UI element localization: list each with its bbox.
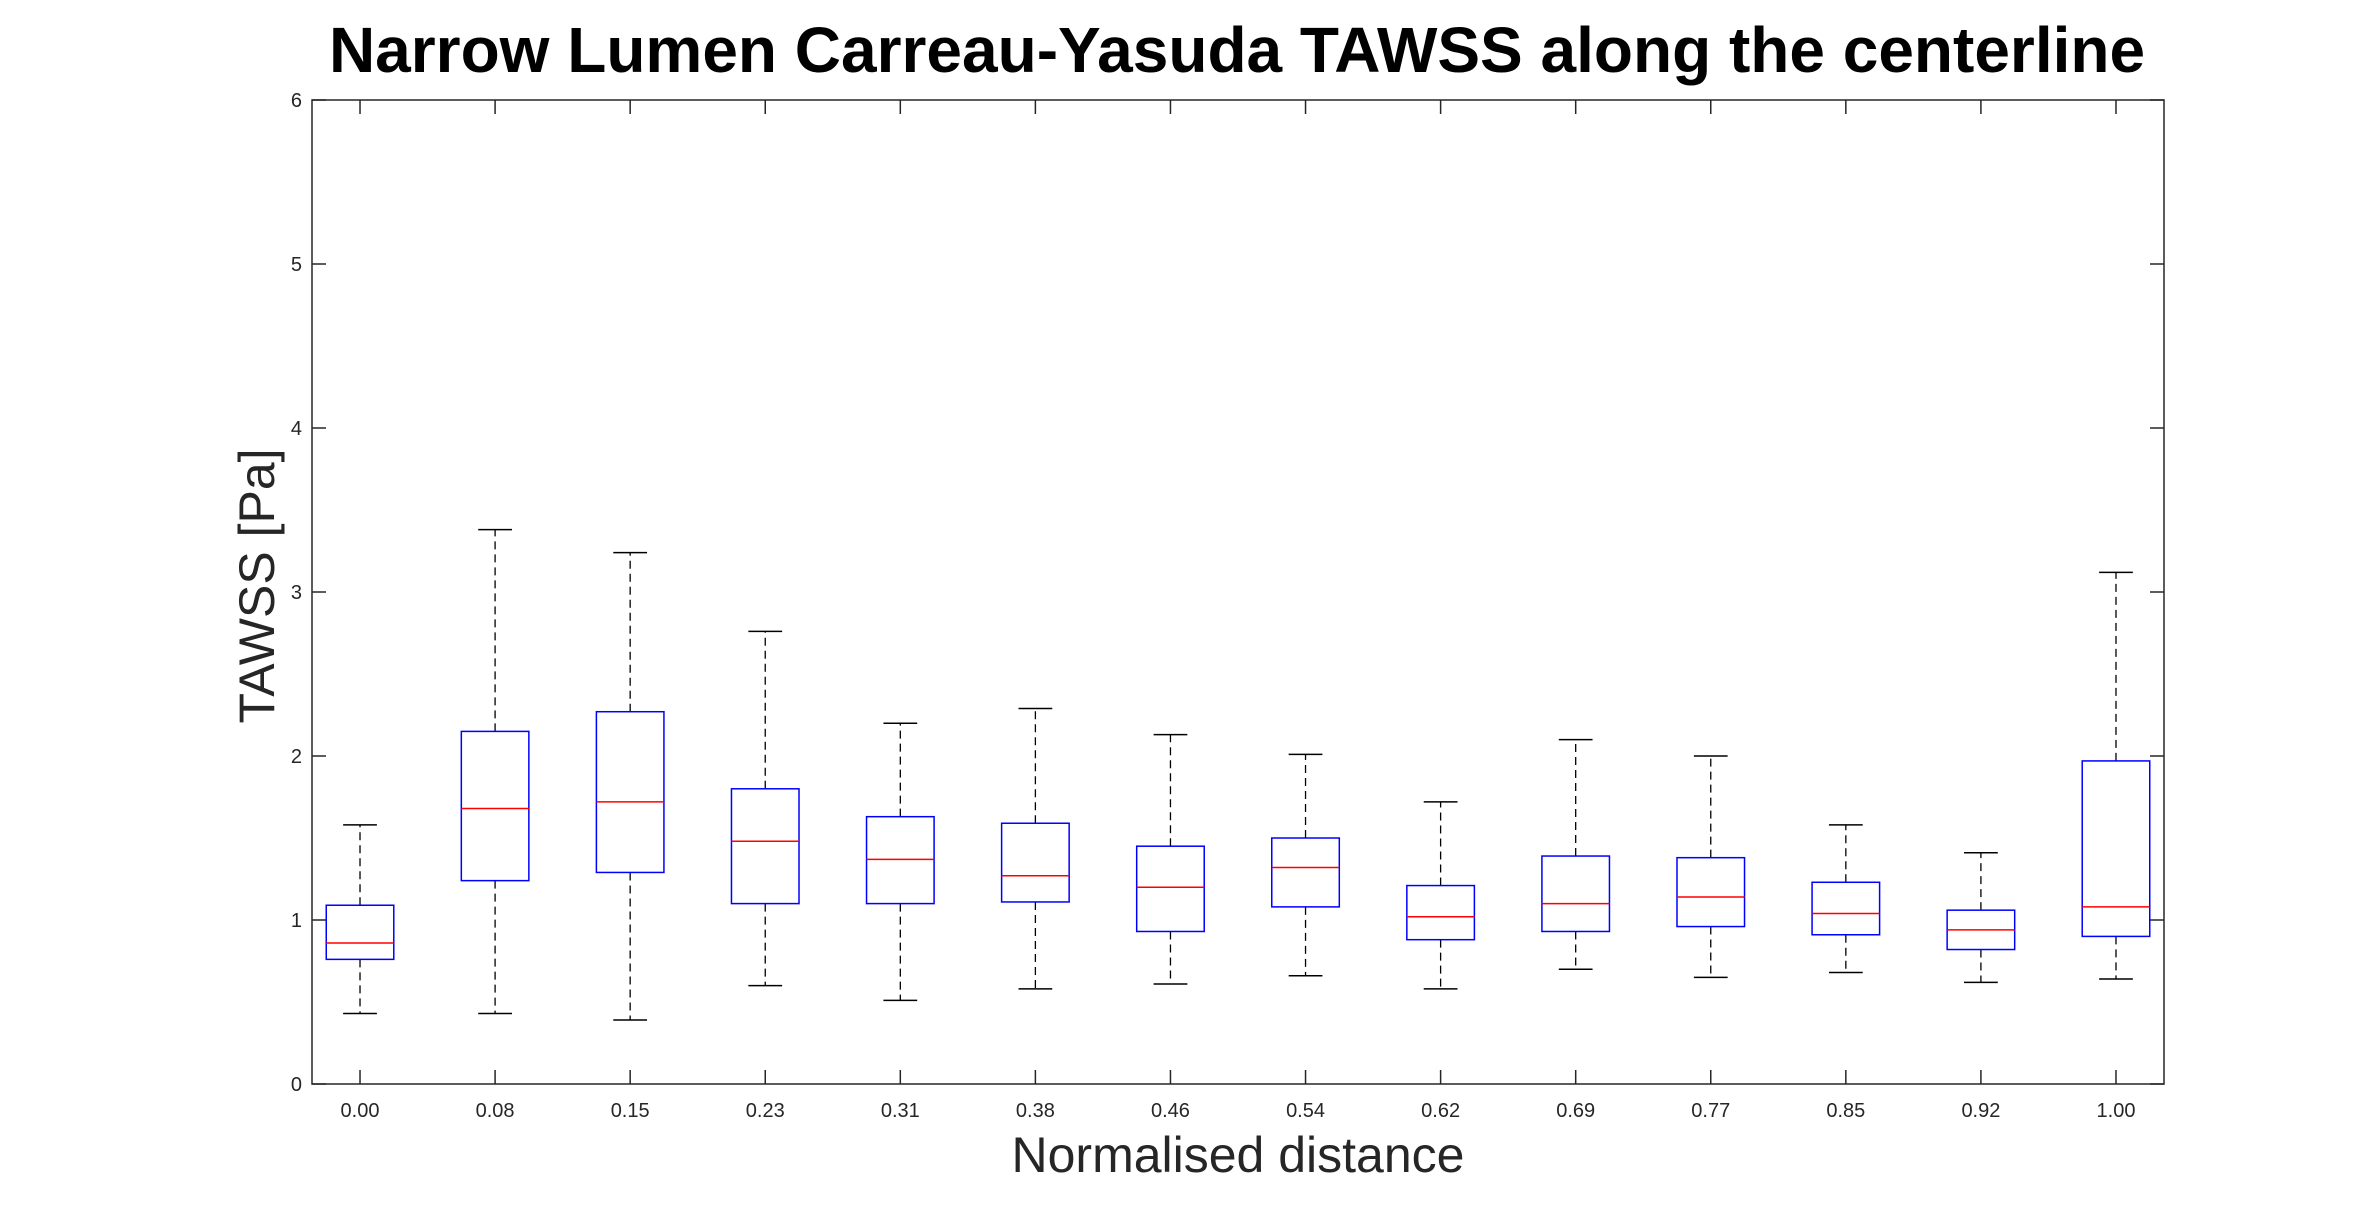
box-item [1946,852,2016,984]
box-iqr [460,730,530,882]
chart-title: Narrow Lumen Carreau-Yasuda TAWSS along … [329,14,2145,86]
box-iqr [1541,855,1611,933]
y-tick-label: 4 [291,418,302,440]
box-iqr [1271,837,1341,908]
axes-frame [311,99,2165,1085]
x-tick-label: 0.08 [476,1100,515,1122]
box-item [325,824,395,1015]
x-tick-labels: 0.00 0.08 0.15 0.23 0.31 0.38 0.46 0.54 0.62 0.69… [341,1100,2136,1122]
box-iqr [325,904,395,961]
x-tick-label: 0.38 [1016,1100,1055,1122]
y-tick-labels: 0 1 2 3 4 5 6 [291,90,302,1096]
box-series [325,528,2151,1021]
y-tick-label: 2 [291,746,302,768]
y-tick-label: 1 [291,910,302,932]
box-item [1135,733,1205,985]
y-tick-label: 0 [291,1074,302,1096]
x-tick-label: 0.23 [746,1100,785,1122]
y-tick-label: 5 [291,254,302,276]
x-tick-label: 0.31 [881,1100,920,1122]
x-tick-label: 0.69 [1556,1100,1595,1122]
box-item [730,630,800,987]
x-tick-label: 0.46 [1151,1100,1190,1122]
box-item [865,722,935,1002]
box-iqr [1811,881,1881,936]
box-iqr [1406,884,1476,941]
box-item [2081,571,2151,980]
x-tick-label: 0.15 [611,1100,650,1122]
x-tick-label: 1.00 [2097,1100,2136,1122]
box-iqr [730,788,800,905]
x-tick-label: 0.62 [1421,1100,1460,1122]
box-item [595,551,665,1021]
axis-ticks [312,99,2164,1085]
box-item [1000,707,1070,990]
box-iqr [1000,822,1070,903]
box-iqr [1676,856,1746,928]
x-tick-label: 0.85 [1826,1100,1865,1122]
y-tick-label: 3 [291,582,302,604]
box-item [1676,755,1746,979]
y-axis-label: TAWSS [Pa] [229,448,285,723]
x-tick-label: 0.00 [341,1100,380,1122]
box-iqr [595,710,665,874]
x-axis-label: Normalised distance [1012,1127,1465,1183]
box-item [1271,753,1341,977]
box-item [1406,801,1476,990]
box-item [1541,738,1611,970]
x-tick-label: 0.77 [1691,1100,1730,1122]
plot-area: 0 1 2 3 4 5 6 0.00 0.08 0.15 0.23 0.31 0.38 0.46 0.54… [291,90,2165,1122]
box-iqr [865,815,935,905]
x-tick-label: 0.54 [1286,1100,1325,1122]
x-tick-label: 0.92 [1961,1100,2000,1122]
box-iqr [1135,845,1205,933]
y-tick-label: 6 [291,90,302,112]
box-item [460,528,530,1015]
box-iqr [2081,760,2151,938]
box-item [1811,824,1881,974]
